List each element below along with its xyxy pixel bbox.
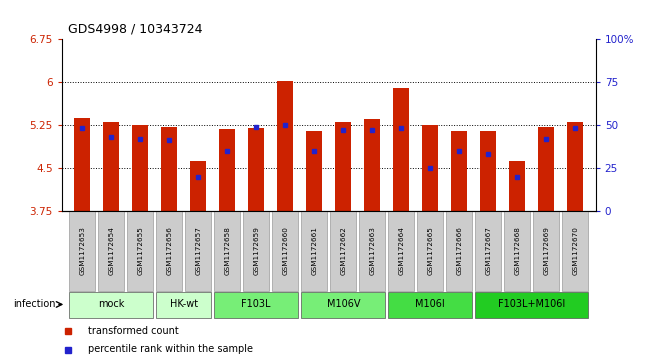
Text: GSM1172654: GSM1172654	[108, 227, 114, 276]
FancyBboxPatch shape	[562, 211, 589, 291]
FancyBboxPatch shape	[417, 211, 443, 291]
Text: transformed count: transformed count	[88, 326, 178, 335]
Bar	[74, 118, 90, 211]
Text: F103L+M106I: F103L+M106I	[498, 299, 566, 309]
Bar	[393, 88, 409, 211]
FancyBboxPatch shape	[330, 211, 356, 291]
Text: mock: mock	[98, 299, 124, 309]
Bar	[190, 161, 206, 211]
FancyBboxPatch shape	[359, 211, 385, 291]
Bar	[161, 127, 177, 211]
FancyBboxPatch shape	[301, 293, 385, 318]
Text: GSM1172659: GSM1172659	[253, 227, 259, 276]
FancyBboxPatch shape	[69, 293, 153, 318]
Text: infection: infection	[14, 299, 56, 309]
FancyBboxPatch shape	[272, 211, 298, 291]
Text: GSM1172656: GSM1172656	[166, 227, 172, 276]
FancyBboxPatch shape	[98, 211, 124, 291]
Bar	[219, 129, 235, 211]
Bar	[422, 125, 438, 211]
Text: GSM1172665: GSM1172665	[427, 227, 434, 276]
Text: GSM1172664: GSM1172664	[398, 227, 404, 276]
FancyBboxPatch shape	[475, 293, 589, 318]
FancyBboxPatch shape	[127, 211, 153, 291]
Bar	[568, 122, 583, 211]
Text: GDS4998 / 10343724: GDS4998 / 10343724	[68, 23, 203, 35]
FancyBboxPatch shape	[301, 211, 327, 291]
Bar	[306, 131, 322, 211]
Text: GSM1172670: GSM1172670	[572, 227, 578, 276]
Bar	[104, 122, 119, 211]
Text: GSM1172666: GSM1172666	[456, 227, 462, 276]
FancyBboxPatch shape	[185, 211, 212, 291]
FancyBboxPatch shape	[156, 293, 212, 318]
FancyBboxPatch shape	[214, 293, 298, 318]
Bar	[538, 127, 554, 211]
Text: F103L: F103L	[242, 299, 271, 309]
Text: GSM1172662: GSM1172662	[340, 227, 346, 276]
FancyBboxPatch shape	[533, 211, 559, 291]
Text: GSM1172661: GSM1172661	[311, 227, 317, 276]
Bar	[509, 161, 525, 211]
Text: GSM1172668: GSM1172668	[514, 227, 520, 276]
FancyBboxPatch shape	[388, 211, 414, 291]
Text: GSM1172660: GSM1172660	[283, 227, 288, 276]
FancyBboxPatch shape	[505, 211, 531, 291]
Bar	[335, 122, 352, 211]
Text: GSM1172669: GSM1172669	[544, 227, 549, 276]
FancyBboxPatch shape	[214, 211, 240, 291]
FancyBboxPatch shape	[446, 211, 473, 291]
Text: GSM1172655: GSM1172655	[137, 227, 143, 276]
Bar	[277, 81, 293, 211]
Text: GSM1172657: GSM1172657	[195, 227, 201, 276]
Text: GSM1172653: GSM1172653	[79, 227, 85, 276]
FancyBboxPatch shape	[388, 293, 473, 318]
FancyBboxPatch shape	[475, 211, 501, 291]
Text: GSM1172658: GSM1172658	[224, 227, 230, 276]
Text: GSM1172667: GSM1172667	[486, 227, 492, 276]
Bar	[248, 128, 264, 211]
Text: M106V: M106V	[327, 299, 360, 309]
FancyBboxPatch shape	[69, 211, 95, 291]
Text: M106I: M106I	[415, 299, 445, 309]
FancyBboxPatch shape	[156, 211, 182, 291]
Bar	[451, 131, 467, 211]
Bar	[365, 119, 380, 211]
Text: HK-wt: HK-wt	[170, 299, 198, 309]
Bar	[480, 131, 496, 211]
Bar	[132, 125, 148, 211]
Text: GSM1172663: GSM1172663	[369, 227, 375, 276]
Text: percentile rank within the sample: percentile rank within the sample	[88, 344, 253, 355]
FancyBboxPatch shape	[243, 211, 270, 291]
